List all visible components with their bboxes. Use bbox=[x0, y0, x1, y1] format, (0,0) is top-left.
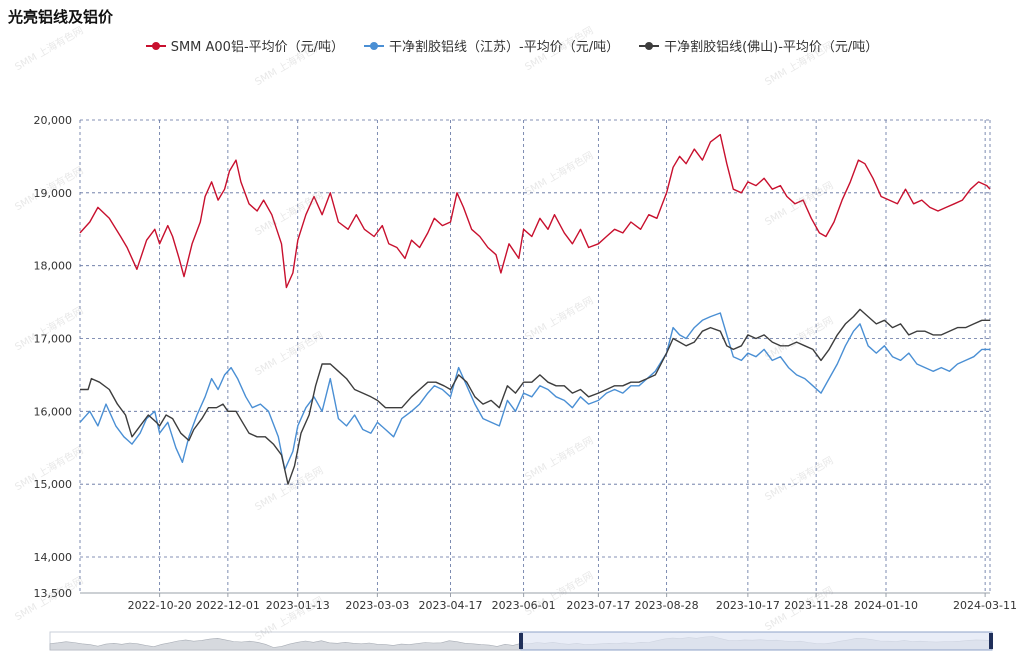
y-tick-label: 20,000 bbox=[34, 114, 73, 127]
x-tick-label: 2023-10-17 bbox=[716, 599, 780, 612]
legend: SMM A00铝-平均价（元/吨） 干净割胶铝线（江苏）-平均价（元/吨） 干净… bbox=[0, 36, 1024, 55]
y-tick-label: 13,500 bbox=[34, 587, 73, 600]
legend-item-smm-a00[interactable]: SMM A00铝-平均价（元/吨） bbox=[145, 36, 345, 55]
x-axis: 2022-10-20 2022-12-01 2023-01-13 2023-03-03… bbox=[80, 592, 1017, 612]
x-tick-label: 2024-03-11 bbox=[953, 599, 1017, 612]
slider-handle-right[interactable] bbox=[989, 633, 993, 649]
y-tick-label: 16,000 bbox=[34, 405, 73, 418]
x-tick-label: 2022-12-01 bbox=[196, 599, 260, 612]
series-line-foshan bbox=[80, 308, 990, 485]
chart-title: 光亮铝线及铝价 bbox=[8, 8, 114, 26]
slider-handle-left[interactable] bbox=[519, 633, 523, 649]
y-axis: 13,500 14,000 15,000 16,000 17,000 18,000 19,0… bbox=[34, 114, 73, 600]
y-tick-label: 19,000 bbox=[34, 187, 73, 200]
slider-selection bbox=[520, 631, 993, 651]
legend-item-jiangsu[interactable]: 干净割胶铝线（江苏）-平均价（元/吨） bbox=[364, 36, 619, 55]
x-tick-label: 2023-03-03 bbox=[345, 599, 409, 612]
y-tick-label: 18,000 bbox=[34, 260, 73, 273]
legend-label-jiangsu: 干净割胶铝线（江苏）-平均价（元/吨） bbox=[389, 40, 620, 55]
legend-label-smm-a00: SMM A00铝-平均价（元/吨） bbox=[170, 40, 345, 55]
y-tick-label: 15,000 bbox=[34, 478, 73, 491]
x-tick-label: 2023-11-28 bbox=[784, 599, 848, 612]
x-tick-label: 2023-06-01 bbox=[492, 599, 556, 612]
x-tick-label: 2023-08-28 bbox=[635, 599, 699, 612]
x-tick-label: 2022-10-20 bbox=[128, 599, 192, 612]
x-tick-label: 2023-01-13 bbox=[266, 599, 330, 612]
series-line-smm-a00 bbox=[79, 133, 991, 289]
y-tick-label: 14,000 bbox=[34, 551, 73, 564]
x-tick-label: 2024-01-10 bbox=[854, 599, 918, 612]
grid-lines bbox=[79, 119, 991, 593]
x-tick-label: 2023-07-17 bbox=[566, 599, 630, 612]
series-line-jiangsu bbox=[79, 312, 990, 471]
legend-line-marker-icon bbox=[639, 40, 660, 52]
legend-label-foshan: 干净割胶铝线(佛山)-平均价（元/吨） bbox=[664, 40, 879, 55]
legend-line-marker-icon bbox=[145, 40, 166, 52]
series-lines bbox=[79, 133, 991, 485]
legend-line-marker-icon bbox=[364, 40, 385, 52]
data-zoom-slider[interactable] bbox=[49, 631, 993, 651]
x-tick-label: 2023-04-17 bbox=[419, 599, 483, 612]
legend-item-foshan[interactable]: 干净割胶铝线(佛山)-平均价（元/吨） bbox=[639, 36, 878, 55]
y-tick-label: 17,000 bbox=[34, 333, 73, 346]
